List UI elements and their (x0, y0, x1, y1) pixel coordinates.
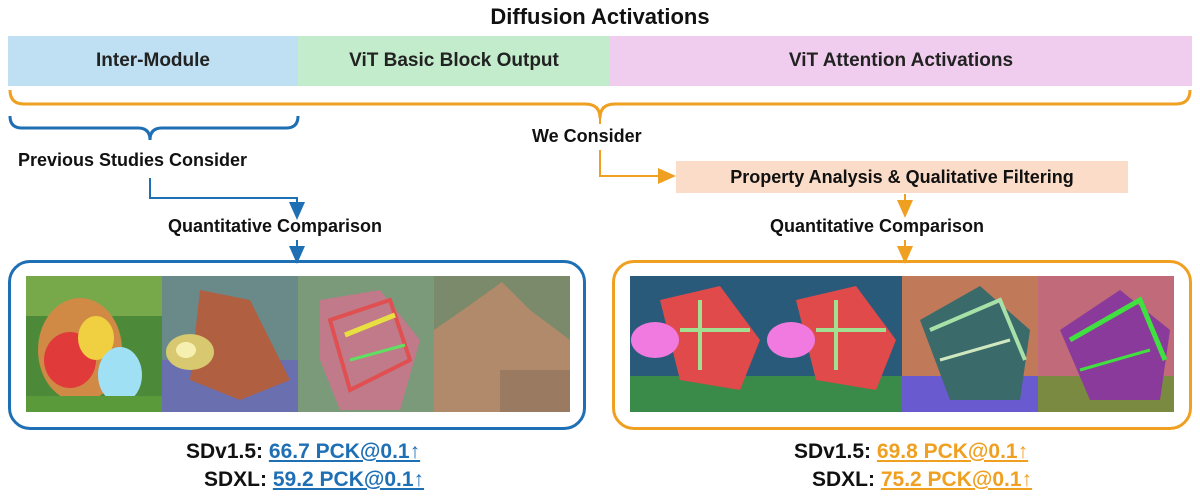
metric-value: 75.2 PCK@0.1↑ (880, 468, 1033, 491)
left-results-panel (8, 260, 586, 430)
orange-connector (599, 150, 676, 184)
metric-value: 59.2 PCK@0.1↑ (272, 468, 425, 491)
right-metric-sdxl: SDXL: 75.2 PCK@0.1↑ (812, 468, 1032, 492)
left-quantitative-comparison: Quantitative Comparison (168, 216, 383, 236)
right-feature-images (630, 276, 1174, 412)
right-results-panel (612, 260, 1192, 430)
metric-value: 69.8 PCK@0.1↑ (876, 440, 1029, 463)
blue-brace (8, 115, 300, 141)
band-vit-attention: ViT Attention Activations (610, 36, 1192, 86)
tile-right-4 (1038, 276, 1174, 412)
tile-right-1 (630, 276, 766, 412)
metric-value: 66.7 PCK@0.1↑ (268, 440, 421, 463)
metric-model: SDXL: (812, 468, 875, 491)
left-metric-sdxl: SDXL: 59.2 PCK@0.1↑ (204, 468, 424, 492)
right-metric-sdv15: SDv1.5: 69.8 PCK@0.1↑ (794, 440, 1028, 464)
tile-right-3 (902, 276, 1038, 412)
property-analysis-box: Property Analysis & Qualitative Filterin… (676, 161, 1128, 193)
tile-left-1 (26, 276, 162, 412)
orange-brace (8, 89, 1192, 119)
tile-right-2 (766, 276, 902, 412)
blue-connector (149, 178, 305, 220)
we-consider-caption: We Consider (532, 126, 642, 146)
left-feature-images (26, 276, 570, 412)
previous-studies-caption: Previous Studies Consider (18, 150, 248, 170)
right-quantitative-comparison: Quantitative Comparison (770, 216, 985, 236)
metric-model: SDXL: (204, 468, 267, 491)
metric-model: SDv1.5: (794, 440, 872, 463)
band-inter-module: Inter-Module (8, 36, 298, 86)
left-metric-sdv15: SDv1.5: 66.7 PCK@0.1↑ (186, 440, 420, 464)
tile-left-4 (434, 276, 570, 412)
band-vit-basic-block: ViT Basic Block Output (298, 36, 610, 86)
metric-model: SDv1.5: (186, 440, 264, 463)
tile-left-3 (298, 276, 434, 412)
tile-left-2 (162, 276, 298, 412)
diagram-title: Diffusion Activations (490, 4, 710, 29)
